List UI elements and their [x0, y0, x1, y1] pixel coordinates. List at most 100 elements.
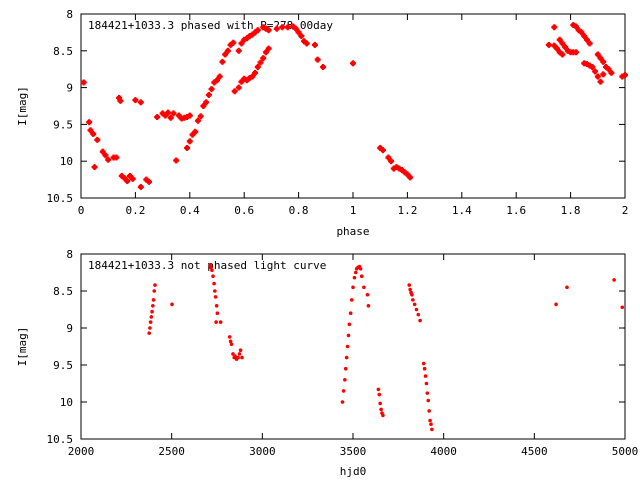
x-tick-label: 0.8	[289, 204, 309, 217]
data-point	[132, 97, 139, 104]
data-point	[428, 418, 432, 423]
data-point	[594, 51, 601, 58]
data-point	[597, 78, 604, 85]
data-point	[227, 335, 232, 339]
data-point	[414, 307, 419, 312]
y-tick-label: 10.5	[47, 192, 74, 205]
data-point	[556, 36, 563, 43]
data-point	[214, 320, 218, 324]
x-tick-label: 1.4	[452, 204, 472, 217]
data-point	[565, 285, 569, 290]
data-point	[341, 389, 346, 393]
data-point	[366, 304, 371, 308]
data-point	[559, 51, 566, 58]
y-tick-label: 8.5	[53, 285, 73, 298]
data-point	[213, 289, 217, 293]
data-point	[426, 398, 431, 403]
data-point	[87, 127, 94, 134]
data-point	[238, 348, 243, 353]
data-point	[230, 39, 237, 46]
x-tick-label: 0.4	[180, 204, 200, 217]
x-tick-label: 0.2	[125, 204, 145, 217]
data-point	[137, 183, 144, 190]
data-point	[194, 117, 201, 124]
data-point	[153, 283, 157, 287]
data-point	[273, 25, 280, 32]
data-point	[254, 27, 261, 34]
data-point	[165, 109, 172, 116]
data-point	[554, 302, 558, 307]
data-point	[184, 144, 191, 151]
data-point	[214, 304, 219, 308]
data-point	[379, 147, 386, 154]
data-point	[292, 25, 299, 32]
data-point	[554, 45, 560, 52]
y-tick-label: 9	[66, 322, 73, 335]
chart-2: 2000 2500 3000 3500 4000 4500 5000 8 8.5 9 9.5 10 10…	[16, 248, 638, 478]
data-point	[167, 114, 174, 121]
data-point	[94, 136, 101, 143]
x-axis-label: hjd0	[340, 465, 367, 478]
data-point	[99, 148, 106, 155]
data-point	[365, 292, 370, 297]
data-point	[150, 309, 154, 314]
data-point	[237, 352, 242, 356]
data-point	[91, 164, 98, 171]
data-point	[186, 112, 193, 119]
data-point	[152, 289, 157, 293]
data-point	[235, 47, 242, 54]
y-axis-label: I[mag]	[16, 327, 29, 367]
x-tick-label: 1.8	[561, 204, 581, 217]
x-tick-label: 3000	[249, 445, 276, 458]
data-point	[583, 36, 590, 43]
data-point	[262, 49, 269, 56]
x-tick-label: 0.6	[234, 204, 254, 217]
data-point	[233, 354, 237, 358]
data-point	[359, 274, 364, 279]
y-tick-label: 9	[66, 82, 73, 95]
data-point	[608, 69, 615, 76]
data-point	[205, 91, 212, 98]
data-point	[170, 302, 174, 307]
y-tick-label: 9.5	[53, 118, 73, 131]
data-point	[298, 33, 305, 40]
data-point	[151, 298, 156, 302]
data-point	[117, 97, 124, 104]
data-point	[421, 361, 426, 366]
x-tick-label: 2000	[68, 445, 95, 458]
data-point	[424, 381, 429, 386]
chart-title: 184421+1033.3 phased with P=278.00day	[88, 19, 333, 32]
data-point	[545, 41, 552, 48]
data-point	[351, 285, 355, 290]
data-point	[219, 58, 226, 65]
x-tick-label: 1	[350, 204, 357, 217]
y-tick-label: 9.5	[53, 359, 73, 372]
x-tick-label: 1.6	[506, 204, 526, 217]
data-point	[349, 298, 354, 302]
chart-1: 0 0.2 0.4 0.6 0.8 1 1.2 1.4 1.6 1.8 2 8 8.5 9 9.5 10 10.…	[16, 8, 628, 238]
data-point	[222, 51, 229, 58]
data-point	[347, 322, 352, 327]
data-point	[597, 55, 604, 62]
data-point	[622, 72, 628, 79]
y-tick-label: 10	[60, 155, 73, 168]
data-point	[605, 66, 612, 73]
x-tick-label: 2500	[158, 445, 185, 458]
data-point	[90, 130, 97, 137]
data-point	[86, 119, 93, 126]
y-tick-label: 10	[60, 396, 73, 409]
data-point	[416, 312, 421, 317]
data-point	[137, 99, 144, 106]
x-tick-label: 5000	[612, 445, 639, 458]
data-point	[102, 152, 109, 159]
data-point	[238, 40, 245, 47]
data-point	[388, 158, 395, 165]
data-point	[148, 326, 152, 330]
data-point	[186, 138, 193, 145]
data-point	[407, 283, 412, 287]
x-tick-label: 4000	[430, 445, 457, 458]
data-point	[257, 59, 264, 66]
data-point	[376, 387, 381, 392]
data-point	[378, 401, 383, 406]
